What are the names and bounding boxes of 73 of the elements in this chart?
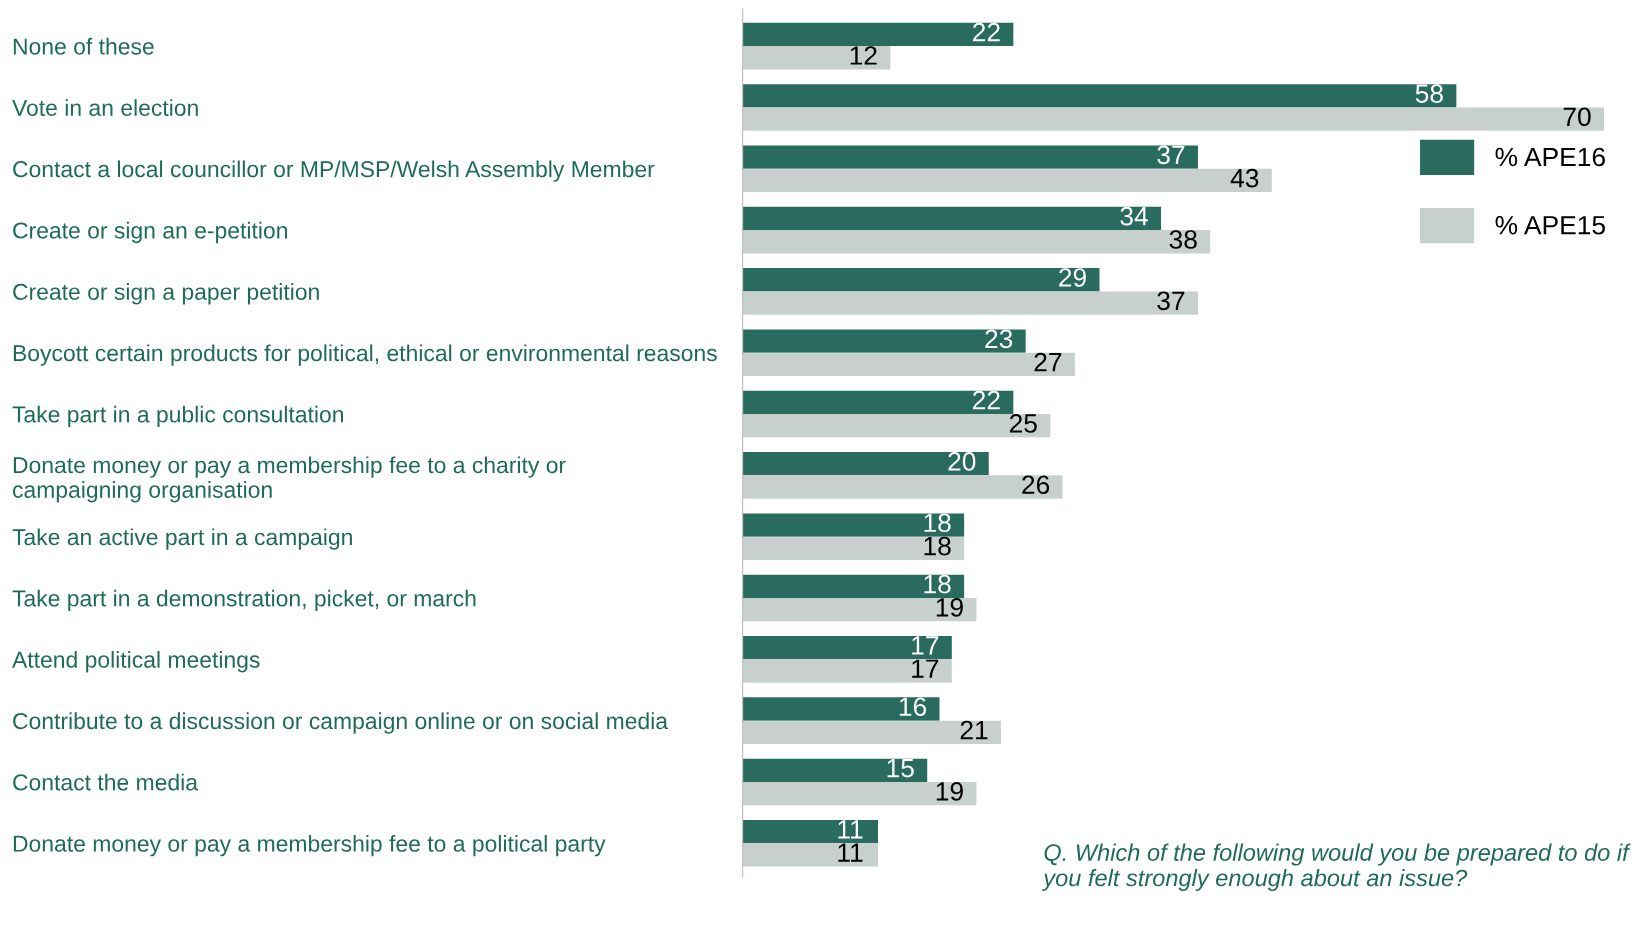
data-label: 17 <box>912 659 939 678</box>
legend-label: % APE15 <box>1495 215 1605 235</box>
bar <box>742 598 977 622</box>
bar <box>742 168 1272 193</box>
y-tick-label: None of these <box>13 37 154 55</box>
bar <box>742 513 965 537</box>
bar <box>742 352 1075 377</box>
y-tick-label: Contact a local councillor or MP/MSP/Welsh Assembly Member <box>13 160 655 182</box>
bar <box>742 107 1605 131</box>
y-tick-label: Create or sign a paper petition <box>13 283 319 305</box>
bar <box>742 758 928 782</box>
data-label: 22 <box>973 390 1000 410</box>
data-label: 27 <box>1034 352 1062 372</box>
data-label: 23 <box>985 329 1013 349</box>
bar <box>742 720 1002 744</box>
y-tick-label: Take an active part in a campaign <box>12 528 352 550</box>
y-tick-label: Boycott certain products for political, ethical or environmental reasons <box>13 344 717 366</box>
data-label: 21 <box>960 720 988 740</box>
data-label: 58 <box>1415 84 1443 103</box>
bar <box>742 291 1198 315</box>
bar <box>742 230 1211 254</box>
bar <box>742 145 1198 169</box>
data-label: 38 <box>1169 230 1197 249</box>
y-tick-label: Create or sign an e-petition <box>13 221 287 244</box>
legend-label: % APE16 <box>1495 147 1605 167</box>
y-tick-label: Donate money or pay a membership fee to a charity or campaigning organisation <box>12 456 566 503</box>
y-tick-label: Contact the media <box>13 773 198 791</box>
data-label: 16 <box>899 697 927 717</box>
data-label: 34 <box>1120 206 1148 226</box>
bar <box>742 574 965 599</box>
data-label: 17 <box>912 636 939 655</box>
bar <box>742 475 1063 499</box>
data-label: 11 <box>838 843 863 862</box>
bar <box>742 819 878 844</box>
data-label: 43 <box>1230 168 1259 188</box>
annotation: Q. Which of the following would you be prepared to do if you felt strongly enough about an issue? <box>1041 843 1631 892</box>
bar <box>742 781 977 806</box>
data-label: 12 <box>850 46 877 65</box>
data-label: 18 <box>924 574 951 594</box>
data-label: 25 <box>1009 414 1037 433</box>
bar <box>742 22 1014 47</box>
data-label: 19 <box>936 598 963 617</box>
y-tick-label: Take part in a public consultation <box>12 405 343 428</box>
data-label: 20 <box>948 452 976 471</box>
bar <box>742 843 878 867</box>
bar <box>742 659 952 683</box>
y-tick-label: Attend political meetings <box>12 651 260 673</box>
bar <box>742 329 1026 353</box>
data-label: 15 <box>887 758 914 778</box>
bar <box>742 697 940 721</box>
data-label: 22 <box>973 22 1000 42</box>
data-label: 37 <box>1157 145 1185 165</box>
bar <box>742 414 1051 438</box>
bar <box>742 390 1014 415</box>
data-label: 18 <box>924 513 951 533</box>
data-label: 37 <box>1157 291 1185 311</box>
data-label: 29 <box>1059 268 1086 287</box>
y-tick-label: Take part in a demonstration, picket, or march <box>12 589 476 612</box>
data-label: 70 <box>1563 107 1591 127</box>
bar <box>742 46 891 70</box>
bar <box>742 636 952 660</box>
y-tick-label: Donate money or pay a membership fee to a political party <box>13 834 606 857</box>
bar <box>742 84 1457 108</box>
bar <box>742 268 1100 292</box>
y-tick-label: Vote in an election <box>12 99 198 116</box>
y-tick-label: Contribute to a discussion or campaign online or on social media <box>13 712 669 734</box>
data-label: 26 <box>1022 475 1050 495</box>
data-label: 11 <box>838 820 863 839</box>
bar <box>742 452 989 476</box>
bar <box>742 206 1162 231</box>
bar <box>742 536 965 560</box>
data-label: 18 <box>924 536 951 556</box>
data-label: 19 <box>936 782 963 801</box>
